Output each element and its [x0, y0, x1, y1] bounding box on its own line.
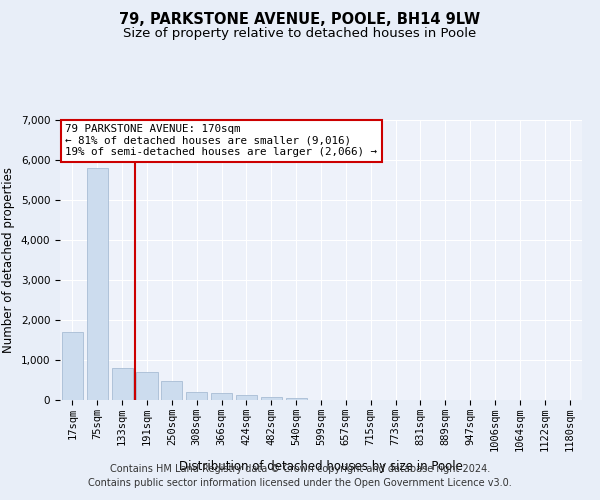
- Bar: [62, 332, 83, 400]
- Bar: [161, 381, 182, 400]
- Text: Size of property relative to detached houses in Poole: Size of property relative to detached ho…: [124, 28, 476, 40]
- Bar: [236, 396, 257, 400]
- Bar: [211, 393, 232, 400]
- X-axis label: Distribution of detached houses by size in Poole: Distribution of detached houses by size …: [179, 460, 463, 472]
- Bar: [87, 168, 108, 400]
- Bar: [112, 368, 133, 400]
- Text: Contains HM Land Registry data © Crown copyright and database right 2024.
Contai: Contains HM Land Registry data © Crown c…: [88, 464, 512, 487]
- Bar: [286, 398, 307, 400]
- Bar: [261, 397, 282, 400]
- Bar: [186, 392, 207, 400]
- Y-axis label: Number of detached properties: Number of detached properties: [2, 167, 15, 353]
- Bar: [136, 372, 158, 400]
- Text: 79 PARKSTONE AVENUE: 170sqm
← 81% of detached houses are smaller (9,016)
19% of : 79 PARKSTONE AVENUE: 170sqm ← 81% of det…: [65, 124, 377, 158]
- Text: 79, PARKSTONE AVENUE, POOLE, BH14 9LW: 79, PARKSTONE AVENUE, POOLE, BH14 9LW: [119, 12, 481, 28]
